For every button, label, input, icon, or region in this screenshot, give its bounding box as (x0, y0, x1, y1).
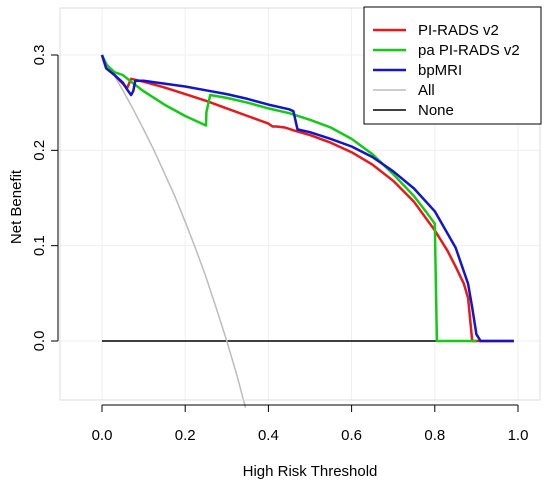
x-tick-label-3: 0.6 (341, 427, 362, 444)
series-line-all (101, 54, 247, 408)
legend-label-pi-rads-v2: PI-RADS v2 (418, 22, 499, 39)
series-line-pa-pi-rads-v2 (100, 54, 477, 343)
legend-label-bpmri: bpMRI (418, 62, 462, 79)
legend-label-all: All (418, 82, 435, 99)
plot-frame (59, 7, 541, 401)
legend: PI-RADS v2 pa PI-RADS v2 bpMRI All None (363, 6, 542, 125)
legend-label-none: None (418, 102, 454, 119)
series-line-pi-rads-v2 (100, 54, 514, 343)
y-axis: 0.0 0.1 0.2 0.3 (31, 45, 59, 352)
y-axis-title: Net Benefit (8, 169, 25, 244)
legend-box (363, 6, 542, 125)
x-tick-label-4: 0.8 (424, 427, 445, 444)
series-lines (100, 54, 514, 408)
x-tick-label-0: 0.0 (92, 427, 113, 444)
x-tick-label-5: 1.0 (508, 427, 529, 444)
series-line-bpmri (100, 54, 514, 343)
y-tick-label-2: 0.2 (31, 140, 48, 161)
legend-label-pa-pi-rads-v2: pa PI-RADS v2 (418, 42, 520, 59)
y-tick-label-3: 0.3 (31, 45, 48, 66)
x-tick-label-2: 0.4 (258, 427, 279, 444)
y-tick-label-1: 0.1 (31, 235, 48, 256)
x-axis-title: High Risk Threshold (243, 463, 378, 480)
x-tick-label-1: 0.2 (175, 427, 196, 444)
x-axis: 0.0 0.2 0.4 0.6 0.8 1.0 (92, 404, 529, 444)
y-tick-label-0: 0.0 (31, 331, 48, 352)
